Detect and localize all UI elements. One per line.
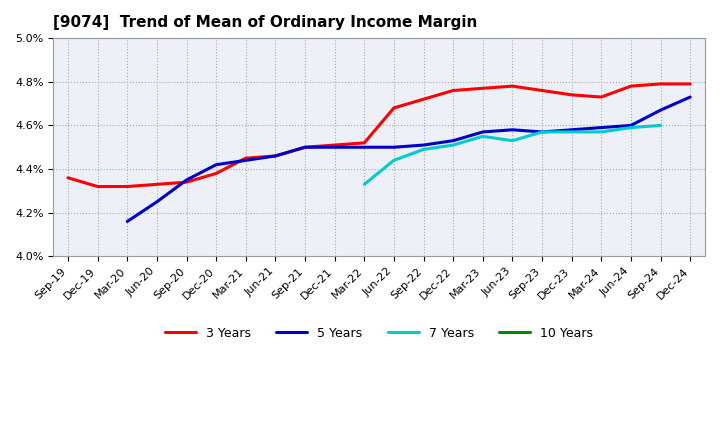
5 Years xyxy=(123,219,132,224)
5 Years xyxy=(241,158,250,163)
5 Years xyxy=(212,162,220,167)
3 Years xyxy=(390,105,398,110)
3 Years xyxy=(301,145,310,150)
7 Years xyxy=(479,134,487,139)
5 Years xyxy=(567,127,576,132)
Line: 5 Years: 5 Years xyxy=(127,97,690,221)
5 Years xyxy=(330,145,339,150)
7 Years xyxy=(656,123,665,128)
3 Years xyxy=(538,88,546,93)
7 Years xyxy=(419,147,428,152)
3 Years xyxy=(479,86,487,91)
5 Years xyxy=(656,107,665,113)
3 Years xyxy=(686,81,695,87)
3 Years xyxy=(94,184,102,189)
Line: 3 Years: 3 Years xyxy=(68,84,690,187)
Legend: 3 Years, 5 Years, 7 Years, 10 Years: 3 Years, 5 Years, 7 Years, 10 Years xyxy=(160,322,598,345)
Line: 7 Years: 7 Years xyxy=(364,125,660,184)
5 Years xyxy=(271,153,280,158)
5 Years xyxy=(360,145,369,150)
5 Years xyxy=(182,177,191,183)
5 Years xyxy=(390,145,398,150)
7 Years xyxy=(538,129,546,135)
3 Years xyxy=(626,84,635,89)
3 Years xyxy=(63,175,72,180)
3 Years xyxy=(449,88,457,93)
3 Years xyxy=(153,182,161,187)
7 Years xyxy=(508,138,517,143)
3 Years xyxy=(271,153,280,158)
3 Years xyxy=(567,92,576,98)
5 Years xyxy=(508,127,517,132)
5 Years xyxy=(419,143,428,148)
3 Years xyxy=(241,155,250,161)
7 Years xyxy=(626,125,635,130)
5 Years xyxy=(449,138,457,143)
5 Years xyxy=(597,125,606,130)
Text: [9074]  Trend of Mean of Ordinary Income Margin: [9074] Trend of Mean of Ordinary Income … xyxy=(53,15,477,30)
5 Years xyxy=(538,129,546,135)
3 Years xyxy=(330,143,339,148)
3 Years xyxy=(597,95,606,100)
7 Years xyxy=(567,129,576,135)
5 Years xyxy=(301,145,310,150)
5 Years xyxy=(686,95,695,100)
3 Years xyxy=(508,84,517,89)
7 Years xyxy=(449,143,457,148)
7 Years xyxy=(390,158,398,163)
5 Years xyxy=(626,123,635,128)
7 Years xyxy=(597,129,606,135)
3 Years xyxy=(656,81,665,87)
5 Years xyxy=(479,129,487,135)
7 Years xyxy=(360,182,369,187)
3 Years xyxy=(212,171,220,176)
5 Years xyxy=(153,199,161,205)
3 Years xyxy=(123,184,132,189)
3 Years xyxy=(182,180,191,185)
3 Years xyxy=(360,140,369,146)
3 Years xyxy=(419,97,428,102)
